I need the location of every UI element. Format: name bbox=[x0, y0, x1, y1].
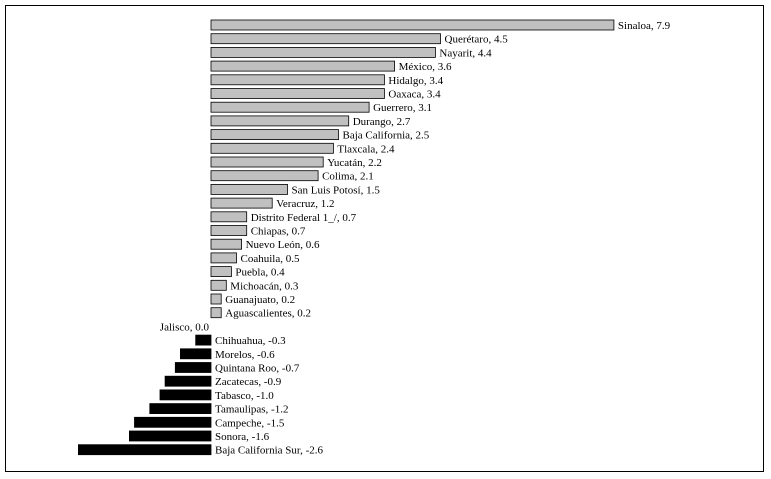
bar-label-11: Colima, 2.1 bbox=[322, 171, 374, 183]
bar-label-5: Oaxaca, 3.4 bbox=[388, 89, 441, 101]
bar-label-21: Aguascalientes, 0.2 bbox=[225, 308, 311, 320]
bar-label-16: Nuevo León, 0.6 bbox=[246, 239, 320, 251]
bar-2 bbox=[210, 47, 436, 58]
bar-14 bbox=[210, 211, 248, 223]
bar-label-8: Baja California, 2.5 bbox=[343, 130, 430, 142]
bar-label-20: Guanajuato, 0.2 bbox=[225, 294, 295, 306]
bar-28 bbox=[149, 403, 212, 415]
bar-label-1: Querétaro, 4.5 bbox=[445, 34, 509, 46]
bar-label-4: Hidalgo, 3.4 bbox=[388, 75, 443, 87]
bar-3 bbox=[210, 60, 396, 72]
bar-label-10: Yucatán, 2.2 bbox=[327, 157, 382, 169]
bar-0 bbox=[210, 19, 615, 31]
bar-6 bbox=[210, 101, 370, 113]
bar-label-15: Chiapas, 0.7 bbox=[251, 226, 306, 238]
bar-25 bbox=[174, 362, 212, 373]
bar-label-29: Campeche, -1.5 bbox=[215, 417, 285, 429]
bar-27 bbox=[159, 389, 212, 401]
bar-label-18: Puebla, 0.4 bbox=[235, 267, 285, 279]
bar-24 bbox=[179, 348, 212, 360]
bar-31 bbox=[78, 444, 212, 456]
bar-label-30: Sonora, -1.6 bbox=[215, 431, 270, 443]
bar-label-3: México, 3.6 bbox=[399, 61, 452, 73]
bar-1 bbox=[210, 33, 441, 45]
bar-10 bbox=[210, 156, 324, 168]
bar-label-14: Distrito Federal 1_/, 0.7 bbox=[251, 212, 357, 224]
bar-13 bbox=[210, 197, 273, 209]
bar-label-27: Tabasco, -1.0 bbox=[215, 390, 274, 402]
bar-19 bbox=[210, 279, 227, 291]
bar-label-23: Chihuahua, -0.3 bbox=[215, 335, 286, 347]
bars-group bbox=[78, 19, 615, 456]
bar-label-2: Nayarit, 4.4 bbox=[439, 47, 492, 59]
bar-7 bbox=[210, 115, 350, 127]
bar-label-24: Morelos, -0.6 bbox=[215, 349, 275, 361]
bar-4 bbox=[210, 74, 385, 86]
bar-label-13: Veracruz, 1.2 bbox=[276, 198, 334, 210]
bar-20 bbox=[210, 293, 222, 305]
bar-5 bbox=[210, 88, 385, 99]
bar-15 bbox=[210, 225, 248, 236]
bar-label-28: Tamaulipas, -1.2 bbox=[215, 404, 288, 416]
bar-17 bbox=[210, 252, 237, 264]
bar-23 bbox=[195, 334, 212, 346]
bar-26 bbox=[164, 375, 212, 387]
bar-30 bbox=[128, 430, 212, 442]
bar-29 bbox=[134, 416, 212, 428]
bar-label-12: San Luis Potosí, 1.5 bbox=[292, 184, 381, 196]
bar-label-17: Coahuila, 0.5 bbox=[241, 253, 300, 265]
bar-label-0: Sinaloa, 7.9 bbox=[618, 20, 671, 32]
bar-21 bbox=[210, 307, 222, 319]
bar-label-25: Quintana Roo, -0.7 bbox=[215, 363, 300, 375]
bar-9 bbox=[210, 142, 334, 154]
bar-12 bbox=[210, 183, 288, 195]
bar-label-7: Durango, 2.7 bbox=[353, 116, 411, 128]
bar-label-26: Zacatecas, -0.9 bbox=[215, 376, 282, 388]
bar-11 bbox=[210, 170, 319, 182]
bar-label-22: Jalisco, 0.0 bbox=[160, 321, 210, 333]
bar-16 bbox=[210, 238, 243, 250]
bar-label-6: Guerrero, 3.1 bbox=[373, 102, 432, 114]
bar-18 bbox=[210, 266, 232, 278]
bar-label-31: Baja California Sur, -2.6 bbox=[215, 445, 324, 457]
bar-8 bbox=[210, 129, 339, 141]
bar-label-19: Michoacán, 0.3 bbox=[230, 280, 299, 292]
bar-label-9: Tlaxcala, 2.4 bbox=[337, 143, 395, 155]
